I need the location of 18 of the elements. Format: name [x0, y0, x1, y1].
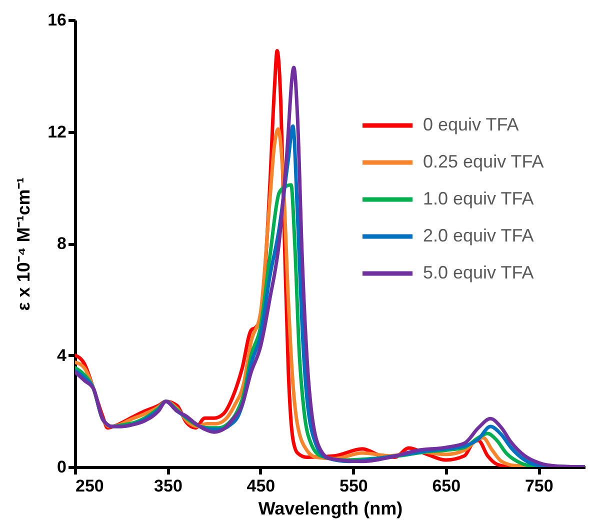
- x-tick-label: 250: [76, 476, 104, 496]
- x-tick-label: 450: [246, 476, 276, 496]
- y-tick-label: 16: [48, 10, 66, 30]
- x-tick-label: 350: [154, 476, 182, 496]
- x-tick-label: 650: [432, 476, 461, 496]
- legend-label: 5.0 equiv TFA: [423, 262, 534, 282]
- y-tick-label: 4: [57, 346, 68, 365]
- legend-label: 2.0 equiv TFA: [423, 226, 534, 246]
- y-axis-title: ε x 10⁻⁴ M⁻¹cm⁻¹: [14, 177, 34, 311]
- x-tick-label: 550: [339, 476, 368, 496]
- legend-label: 0 equiv TFA: [423, 114, 519, 134]
- x-tick-label: 750: [524, 476, 554, 496]
- y-tick-label: 12: [48, 122, 66, 142]
- legend-label: 1.0 equiv TFA: [423, 188, 534, 208]
- x-axis-title: Wavelength (nm): [258, 498, 403, 518]
- legend-label: 0.25 equiv TFA: [423, 152, 544, 172]
- y-tick-label: 0: [57, 458, 66, 476]
- y-tick-label: 8: [57, 234, 66, 253]
